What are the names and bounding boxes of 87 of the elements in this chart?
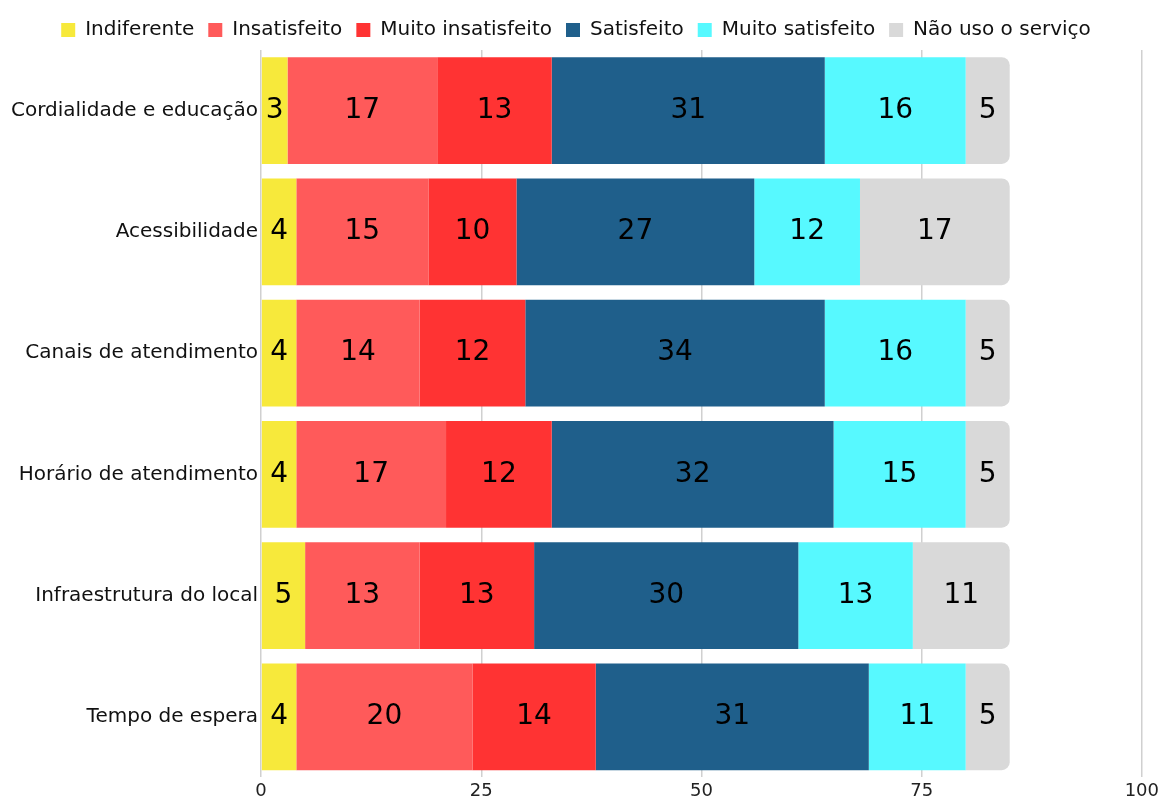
legend-label: Muito satisfeito [721, 16, 876, 41]
x-tick-label: 75 [910, 778, 934, 800]
bar [428, 178, 517, 286]
bar [296, 299, 420, 407]
data-label: 14 [340, 334, 376, 368]
data-label: 5 [978, 91, 997, 125]
data-label: 30 [648, 576, 685, 610]
data-label: 5 [978, 698, 997, 732]
bar [296, 178, 429, 286]
bar [446, 420, 552, 528]
data-label: 14 [516, 698, 552, 732]
data-label: 10 [454, 213, 491, 247]
data-label: 17 [917, 213, 953, 247]
data-label: 16 [877, 334, 914, 368]
legend-label: Não uso o serviço [913, 16, 1091, 41]
bar [261, 178, 297, 286]
bar [798, 542, 913, 649]
legend-label: Satisfeito [589, 16, 684, 41]
data-label: 3 [265, 91, 284, 125]
bar [965, 57, 1010, 164]
y-tick-label: Acessibilidade [115, 218, 259, 243]
data-label: 12 [481, 455, 517, 489]
bar [551, 420, 834, 528]
data-label: 11 [943, 576, 980, 610]
bar [965, 663, 1010, 771]
bar [824, 299, 966, 407]
legend-label: Muito insatisfeito [380, 16, 552, 41]
data-label: 4 [270, 213, 288, 247]
data-label: 31 [670, 91, 707, 125]
bar [833, 420, 966, 528]
data-label: 34 [657, 334, 693, 368]
bar [965, 299, 1010, 407]
bar [419, 299, 526, 407]
bar [516, 178, 755, 286]
x-tick-label: 25 [469, 778, 493, 800]
data-label: 5 [274, 576, 293, 610]
data-label: 27 [617, 213, 654, 247]
data-label: 11 [899, 698, 936, 732]
bar [261, 57, 288, 164]
bar [437, 57, 552, 164]
data-label: 13 [476, 91, 513, 125]
bar [261, 663, 297, 771]
data-label: 16 [877, 91, 914, 125]
bar [551, 57, 825, 164]
bar [525, 299, 825, 407]
y-tick-label: Canais de atendimento [25, 339, 259, 364]
y-tick-label: Tempo de espera [85, 702, 259, 727]
y-tick-label: Infraestrutura do local [35, 581, 259, 606]
data-label: 32 [674, 455, 711, 489]
data-label: 17 [353, 455, 389, 489]
bar [296, 663, 473, 771]
bar [419, 542, 535, 649]
x-tick-label: 0 [255, 778, 267, 800]
bar [534, 542, 799, 649]
x-tick-label: 100 [1124, 778, 1159, 800]
data-label: 12 [454, 334, 491, 368]
legend-label: Insatisfeito [232, 16, 343, 41]
bar [868, 663, 966, 771]
bar [296, 420, 447, 528]
y-tick-label: Cordialidade e educação [10, 96, 259, 121]
data-label: 31 [714, 698, 751, 732]
bar [472, 663, 596, 771]
bar [287, 57, 438, 164]
y-tick-label: Horário de atendimento [18, 460, 259, 485]
legend-label: Indiferente [85, 16, 195, 41]
data-label: 4 [270, 698, 288, 732]
bar [595, 663, 869, 771]
bar [754, 178, 860, 286]
data-label: 5 [978, 334, 997, 368]
data-label: 13 [459, 576, 495, 610]
data-label: 20 [366, 698, 403, 732]
bar [261, 299, 297, 407]
data-label: 5 [978, 455, 997, 489]
data-label: 13 [344, 576, 381, 610]
bar [305, 542, 420, 649]
bar [824, 57, 966, 164]
data-label: 17 [344, 91, 381, 125]
x-tick-label: 50 [690, 778, 713, 800]
data-label: 4 [270, 334, 288, 368]
data-label: 15 [881, 455, 918, 489]
bar [261, 542, 306, 649]
data-label: 15 [344, 213, 381, 247]
data-label: 13 [837, 576, 874, 610]
data-label: 4 [270, 455, 288, 489]
bar [261, 420, 297, 528]
data-label: 12 [789, 213, 825, 247]
bar [965, 420, 1010, 528]
